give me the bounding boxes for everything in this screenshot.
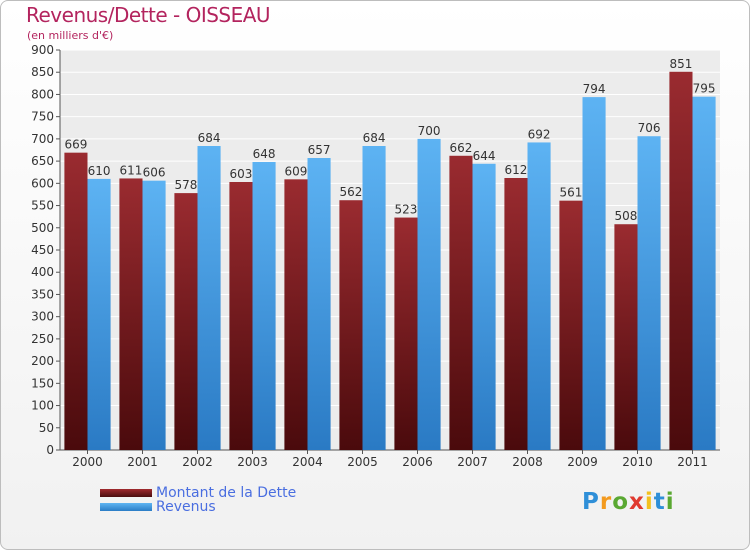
- data-label-revenus: 684: [198, 131, 221, 145]
- chart-subtitle: (en milliers d'€): [27, 29, 114, 42]
- y-tick-label: 200: [31, 354, 54, 368]
- bar-revenus: [142, 180, 166, 450]
- legend-label-dette: Montant de la Dette: [156, 485, 297, 501]
- bar-dette: [339, 200, 363, 450]
- x-tick-label: 2000: [72, 455, 103, 469]
- data-label-revenus: 644: [473, 149, 496, 163]
- logo-letter: t: [653, 489, 666, 515]
- y-tick-label: 450: [31, 243, 54, 257]
- x-tick-label: 2004: [292, 455, 323, 469]
- bar-dette: [614, 224, 638, 450]
- bar-dette: [174, 193, 198, 450]
- y-tick-label: 150: [31, 376, 54, 390]
- legend-label-revenus: Revenus: [156, 499, 216, 515]
- bar-revenus: [637, 136, 661, 450]
- y-tick-label: 550: [31, 199, 54, 213]
- x-tick-label: 2007: [457, 455, 488, 469]
- data-label-revenus: 706: [638, 121, 661, 135]
- y-tick-label: 50: [39, 421, 54, 435]
- logo-letter: i: [644, 489, 654, 515]
- bar-dette: [119, 178, 143, 450]
- data-label-dette: 611: [119, 163, 142, 177]
- y-tick-label: 0: [46, 443, 54, 457]
- data-label-revenus: 657: [308, 143, 331, 157]
- y-tick-label: 300: [31, 310, 54, 324]
- bar-dette: [504, 178, 528, 450]
- data-label-revenus: 684: [363, 131, 386, 145]
- data-label-dette: 578: [174, 178, 197, 192]
- y-tick-label: 250: [31, 332, 54, 346]
- x-tick-label: 2009: [567, 455, 598, 469]
- data-label-revenus: 606: [143, 166, 166, 180]
- logo-letter: x: [629, 489, 645, 515]
- bar-dette: [394, 217, 418, 450]
- legend: Montant de la Dette Revenus: [100, 485, 297, 515]
- data-label-dette: 612: [504, 163, 527, 177]
- y-tick-label: 850: [31, 65, 54, 79]
- x-tick-label: 2006: [402, 455, 433, 469]
- x-tick-label: 2010: [622, 455, 653, 469]
- x-tick-label: 2005: [347, 455, 378, 469]
- y-tick-label: 350: [31, 287, 54, 301]
- legend-swatch-revenus: [100, 503, 152, 511]
- bar-revenus: [307, 158, 331, 450]
- bar-revenus: [87, 178, 111, 450]
- legend-item-dette: Montant de la Dette: [100, 485, 297, 501]
- y-tick-label: 400: [31, 265, 54, 279]
- data-label-dette: 662: [449, 141, 472, 155]
- bar-revenus: [582, 97, 606, 450]
- y-tick-label: 500: [31, 221, 54, 235]
- bar-dette: [229, 182, 253, 450]
- bar-revenus: [252, 162, 276, 450]
- bar-revenus: [527, 142, 551, 450]
- data-label-revenus: 794: [583, 82, 606, 96]
- logo-letter: r: [599, 489, 613, 515]
- bar-dette: [64, 152, 88, 450]
- y-tick-label: 800: [31, 87, 54, 101]
- chart-title: Revenus/Dette - OISSEAU: [26, 3, 271, 27]
- data-label-revenus: 610: [88, 164, 111, 178]
- data-label-dette: 603: [229, 167, 252, 181]
- bar-revenus: [692, 96, 716, 451]
- data-label-dette: 523: [394, 203, 417, 217]
- legend-swatch-dette: [100, 489, 152, 497]
- y-tick-label: 700: [31, 132, 54, 146]
- logo-letter: o: [612, 489, 630, 515]
- y-tick-label: 600: [31, 176, 54, 190]
- data-label-dette: 562: [339, 185, 362, 199]
- logo-letter: i: [665, 489, 675, 515]
- data-label-revenus: 648: [253, 147, 276, 161]
- bar-dette: [669, 71, 693, 451]
- logo-letter: P: [582, 489, 600, 515]
- data-label-dette: 851: [669, 57, 692, 71]
- y-tick-label: 750: [31, 110, 54, 124]
- bar-revenus: [362, 146, 386, 450]
- proxiti-logo: Proxiti: [582, 489, 675, 515]
- bar-revenus: [472, 163, 496, 450]
- x-tick-label: 2002: [182, 455, 213, 469]
- data-label-revenus: 700: [418, 124, 441, 138]
- data-label-revenus: 692: [528, 127, 551, 141]
- bar-revenus: [417, 138, 441, 450]
- data-label-dette: 609: [284, 164, 307, 178]
- y-tick-label: 900: [31, 43, 54, 57]
- x-tick-label: 2003: [237, 455, 268, 469]
- bar-dette: [284, 179, 308, 451]
- bar-dette: [449, 155, 473, 450]
- x-tick-label: 2001: [127, 455, 158, 469]
- bar-revenus: [197, 146, 221, 450]
- data-label-revenus: 795: [693, 82, 716, 96]
- data-label-dette: 561: [559, 186, 582, 200]
- bar-dette: [559, 200, 583, 450]
- data-label-dette: 508: [614, 209, 637, 223]
- data-label-dette: 669: [64, 138, 87, 152]
- x-tick-label: 2008: [512, 455, 543, 469]
- y-tick-label: 650: [31, 154, 54, 168]
- x-tick-label: 2011: [677, 455, 708, 469]
- y-tick-label: 100: [31, 399, 54, 413]
- legend-item-revenus: Revenus: [100, 499, 296, 515]
